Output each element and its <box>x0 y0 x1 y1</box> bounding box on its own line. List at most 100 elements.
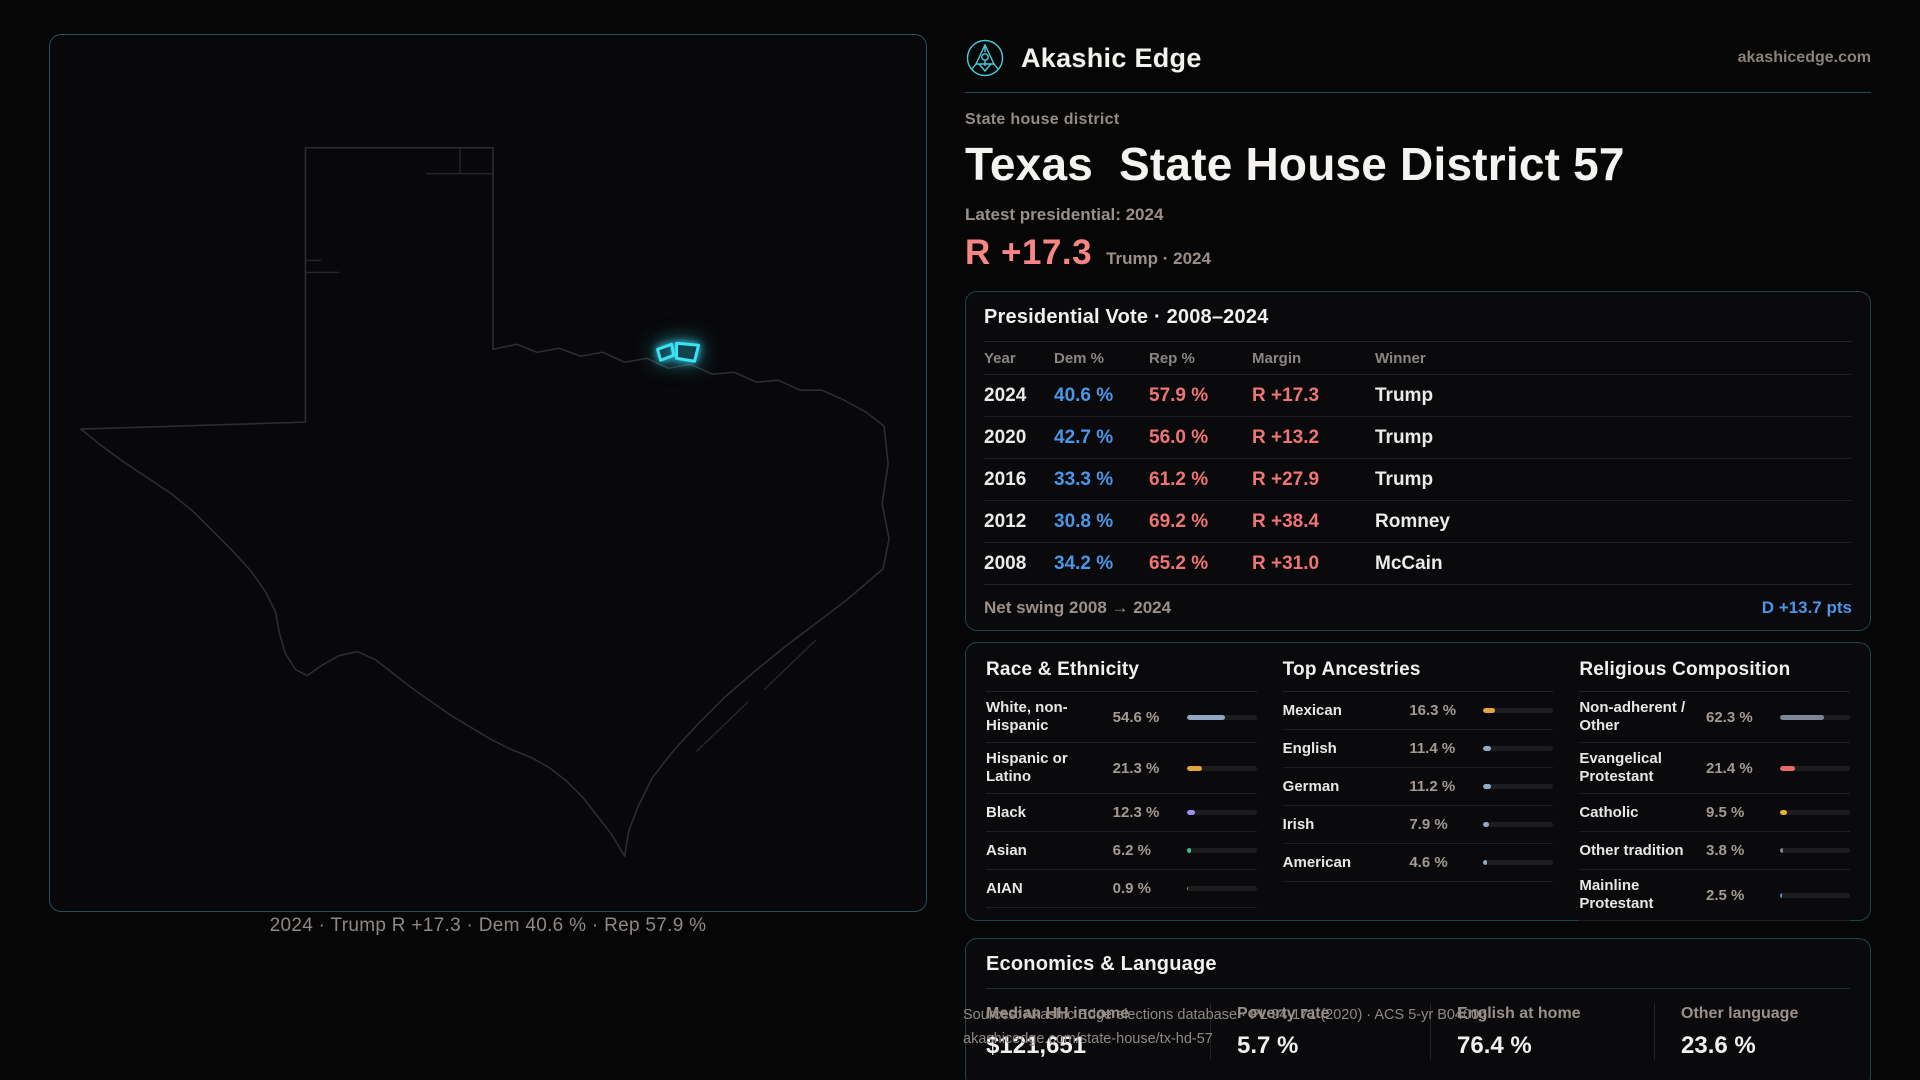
demo-label: Other tradition <box>1579 841 1684 859</box>
brand-domain-link[interactable]: akashicedge.com <box>1737 49 1871 66</box>
map-panel <box>49 34 927 912</box>
demo-label: Evangelical Protestant <box>1579 750 1662 785</box>
demo-label: English <box>1282 739 1337 757</box>
cell-winner: Trump <box>1375 384 1434 406</box>
list-item: Mainline Protestant 2.5 % <box>1579 870 1850 921</box>
demo-bar <box>1779 848 1850 853</box>
demo-bar <box>1186 848 1257 853</box>
demo-value: 54.6 % <box>1112 708 1160 726</box>
table-row: 2008 34.2 % 65.2 % R +31.0 McCain <box>984 542 1852 584</box>
demo-label: Asian <box>986 841 1027 859</box>
cell-margin: R +17.3 <box>1252 384 1320 406</box>
list-item: Mexican 16.3 % <box>1282 692 1554 730</box>
table-header-row: Year Dem % Rep % Margin Winner <box>984 342 1852 374</box>
akashic-edge-logo-icon <box>966 39 1004 77</box>
net-swing-label: Net swing 2008 → 2024 <box>984 597 1172 617</box>
cell-year: 2020 <box>984 426 1027 448</box>
texas-map <box>80 146 890 857</box>
right-column: Akashic Edge akashicedge.com State house… <box>963 0 1871 1080</box>
list-item: Catholic 9.5 % <box>1579 794 1850 832</box>
demo-value: 7.9 % <box>1409 816 1448 833</box>
economics-language-panel: Economics & Language Median HH income $1… <box>965 938 1871 1080</box>
demo-value: 4.6 % <box>1409 854 1448 871</box>
demo-bar <box>1483 784 1554 789</box>
demo-label: Mexican <box>1282 701 1342 719</box>
district-57-marker[interactable] <box>656 341 701 363</box>
demo-label: Non-adherent / Other <box>1579 699 1686 734</box>
cell-margin: R +27.9 <box>1252 468 1320 490</box>
headline-margin-context: Trump · 2024 <box>1106 249 1211 268</box>
demo-value: 0.9 % <box>1112 880 1152 897</box>
demo-value: 21.3 % <box>1112 759 1160 777</box>
stat-label: Poverty rate <box>1237 1005 1330 1022</box>
cell-year: 2012 <box>984 510 1027 532</box>
top-ancestries-column: Top Ancestries Mexican 16.3 % English 11… <box>1282 659 1554 921</box>
demo-bar <box>1186 714 1257 720</box>
demo-label: Hispanic or Latino <box>986 750 1068 785</box>
demo-label: AIAN <box>986 879 1023 897</box>
demo-bar <box>1779 714 1850 720</box>
cell-winner: McCain <box>1375 552 1443 574</box>
demo-bar <box>1483 860 1554 865</box>
cell-rep: 61.2 % <box>1149 468 1209 490</box>
cell-margin: R +13.2 <box>1252 426 1320 448</box>
cell-winner: Romney <box>1375 510 1450 532</box>
stat-value: 5.7 % <box>1237 1032 1299 1059</box>
religious-composition-title: Religious Composition <box>1579 659 1850 692</box>
net-swing-row: Net swing 2008 → 2024 D +13.7 pts <box>984 584 1852 630</box>
stat-value: $121,651 <box>986 1032 1087 1059</box>
list-item: Hispanic or Latino 21.3 % <box>986 743 1257 794</box>
demo-label: American <box>1282 853 1352 871</box>
demo-bar <box>1186 765 1257 771</box>
demo-bar <box>1779 765 1850 771</box>
demo-label: Irish <box>1282 815 1315 833</box>
demo-label: Catholic <box>1579 803 1639 821</box>
cell-winner: Trump <box>1375 468 1434 490</box>
col-dem: Dem % <box>1054 349 1105 367</box>
cell-year: 2008 <box>984 552 1027 574</box>
presidential-panel-title: Presidential Vote · 2008–2024 <box>984 306 1852 342</box>
list-item: AIAN 0.9 % <box>986 870 1257 908</box>
demographics-panel: Race & Ethnicity White, non-Hispanic 54.… <box>965 642 1871 921</box>
demo-bar <box>1186 810 1257 815</box>
sources-line: Sources: Akashic Edge elections database… <box>963 1007 1488 1023</box>
header-divider <box>965 92 1871 93</box>
brand-name: Akashic Edge <box>1021 42 1202 73</box>
cell-year: 2024 <box>984 384 1027 406</box>
demo-value: 62.3 % <box>1705 708 1753 726</box>
stat-value: 23.6 % <box>1681 1032 1756 1059</box>
coastal-island-lines <box>696 639 817 752</box>
list-item: Asian 6.2 % <box>986 832 1257 870</box>
demo-value: 3.8 % <box>1705 842 1745 859</box>
cell-margin: R +38.4 <box>1252 510 1320 532</box>
cell-dem: 40.6 % <box>1054 384 1114 406</box>
demo-value: 11.2 % <box>1409 778 1456 795</box>
cell-year: 2016 <box>984 468 1027 490</box>
stat-label: Median HH income <box>986 1005 1130 1022</box>
race-ethnicity-title: Race & Ethnicity <box>986 659 1257 692</box>
title-rest: State House District 57 <box>1119 138 1625 190</box>
col-winner: Winner <box>1375 349 1426 367</box>
stat-label: Other language <box>1681 1005 1799 1022</box>
demo-label: Black <box>986 803 1027 821</box>
permalink[interactable]: akashicedge.com/state-house/tx-hd-57 <box>963 1031 1213 1047</box>
demo-value: 16.3 % <box>1409 702 1457 719</box>
demo-value: 12.3 % <box>1112 804 1160 821</box>
latest-presidential-label: Latest presidential: 2024 <box>965 205 1164 224</box>
map-caption: 2024 · Trump R +17.3 · Dem 40.6 % · Rep … <box>269 915 707 936</box>
list-item: Black 12.3 % <box>986 794 1257 832</box>
cell-winner: Trump <box>1375 426 1434 448</box>
list-item: Irish 7.9 % <box>1282 806 1554 844</box>
list-item: English 11.4 % <box>1282 730 1554 768</box>
stat-english-at-home: English at home 76.4 % <box>1430 1003 1654 1060</box>
stat-poverty-rate: Poverty rate 5.7 % <box>1210 1003 1430 1060</box>
kicker: State house district <box>965 111 1120 128</box>
texas-state-outline <box>80 146 890 857</box>
table-row: 2024 40.6 % 57.9 % R +17.3 Trump <box>984 374 1852 416</box>
economics-stats: Median HH income $121,651 Poverty rate 5… <box>986 1003 1850 1060</box>
headline-margin-row: R +17.3 Trump · 2024 <box>965 233 1871 273</box>
religious-composition-column: Religious Composition Non-adherent / Oth… <box>1579 659 1850 921</box>
headline-margin-value: R +17.3 <box>965 233 1093 272</box>
top-ancestries-title: Top Ancestries <box>1282 659 1554 692</box>
